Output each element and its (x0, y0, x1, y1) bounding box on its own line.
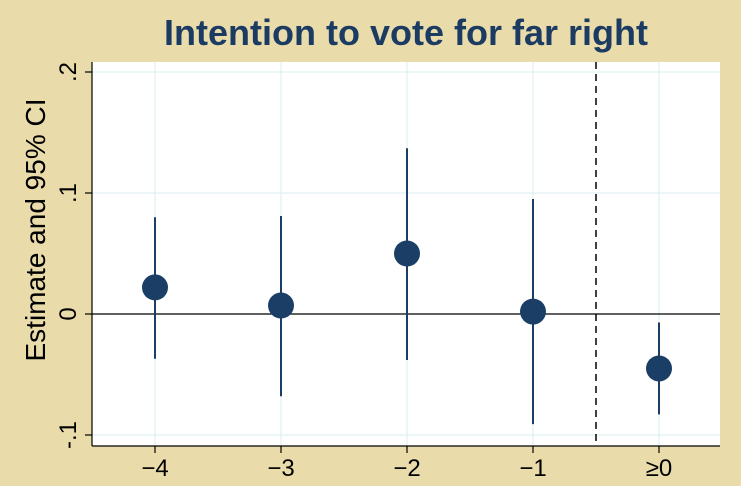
x-tick-label: ≥0 (646, 455, 673, 482)
estimate-point (394, 240, 420, 267)
x-tick-label: −4 (141, 455, 168, 482)
estimate-point (520, 298, 546, 325)
x-tick-label: −1 (519, 455, 546, 482)
y-tick-label: -.1 (55, 421, 82, 449)
y-tick-label: 0 (55, 307, 82, 320)
axis-layer: -.1 0 .1 .2 −4 −3 −2 −1 ≥0 (55, 62, 720, 482)
estimate-point (268, 292, 294, 319)
marks-layer (92, 62, 720, 446)
chart-title: Intention to vote for far right (164, 12, 648, 53)
x-tick-label: −2 (393, 455, 420, 482)
y-axis-label: Estimate and 95% CI (20, 98, 51, 361)
estimate-point (142, 274, 168, 301)
y-tick-label: .2 (55, 62, 82, 82)
x-tick-label: −3 (267, 455, 294, 482)
estimate-point (646, 355, 672, 382)
y-tick-label: .1 (55, 183, 82, 203)
